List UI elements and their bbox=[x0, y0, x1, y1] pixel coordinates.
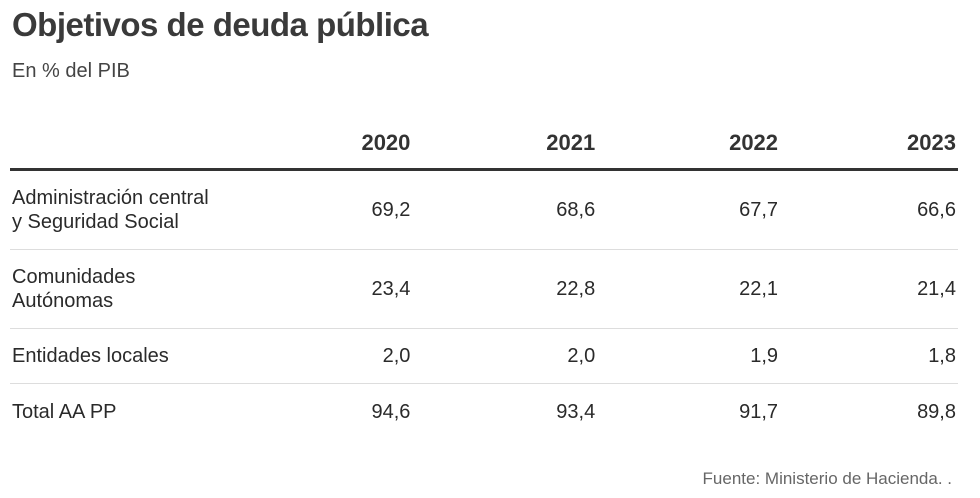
table-cell: 89,8 bbox=[917, 400, 956, 423]
table-row: Comunidades Autónomas 23,4 22,8 22,1 21,4 bbox=[10, 249, 958, 329]
table-row: Entidades locales 2,0 2,0 1,9 1,8 bbox=[10, 328, 958, 384]
table-cell: 69,2 bbox=[260, 169, 413, 250]
header-year-2021: 2021 bbox=[412, 118, 598, 171]
table-cell: 21,4 bbox=[780, 249, 958, 329]
table-row-total: Total AA PP 94,6 93,4 91,7 89,8 bbox=[10, 384, 958, 441]
table-cell: 22,8 bbox=[412, 249, 598, 329]
row-label: Comunidades Autónomas bbox=[10, 249, 261, 329]
row-label-line: Comunidades bbox=[12, 266, 136, 288]
table-cell: 1,9 bbox=[597, 328, 781, 384]
row-label-line: Entidades locales bbox=[12, 345, 169, 367]
table-row: Administración central y Seguridad Social… bbox=[10, 169, 958, 250]
row-label-line: Autónomas bbox=[12, 290, 114, 312]
header-year-2022: 2022 bbox=[597, 118, 781, 171]
chart-subtitle: En % del PIB bbox=[12, 60, 130, 82]
chart-title: Objetivos de deuda pública bbox=[12, 6, 429, 43]
table-cell: 2,0 bbox=[412, 328, 598, 384]
header-year-2020: 2020 bbox=[260, 118, 413, 171]
source-note: Fuente: Ministerio de Hacienda. . bbox=[702, 469, 952, 488]
table-cell: 22,1 bbox=[597, 249, 781, 329]
table-cell: 68,6 bbox=[412, 169, 598, 250]
row-label-line: Total AA PP bbox=[12, 401, 117, 423]
table-cell: 66,6 bbox=[780, 169, 958, 250]
table-cell: 23,4 bbox=[260, 249, 413, 329]
row-label-line: Administración central bbox=[12, 187, 209, 209]
header-row: 2020 2021 2022 2023 bbox=[10, 118, 958, 171]
table-cell: 1,8 bbox=[780, 328, 958, 384]
table-cell: 93,4 bbox=[556, 400, 596, 423]
table-cell: 67,7 bbox=[597, 169, 781, 250]
row-label: Administración central y Seguridad Social bbox=[10, 169, 261, 250]
header-year-2023: 2023 bbox=[780, 118, 958, 171]
table-cell: 94,6 bbox=[371, 400, 411, 423]
row-label-line: y Seguridad Social bbox=[12, 211, 179, 233]
header-label-cell bbox=[10, 118, 261, 171]
debt-table: 2020 2021 2022 2023 Administración centr… bbox=[10, 118, 958, 440]
row-label: Total AA PP bbox=[10, 384, 260, 441]
table-cell: 2,0 bbox=[260, 328, 413, 384]
table-cell: 91,7 bbox=[739, 400, 779, 423]
row-label: Entidades locales bbox=[10, 328, 261, 384]
